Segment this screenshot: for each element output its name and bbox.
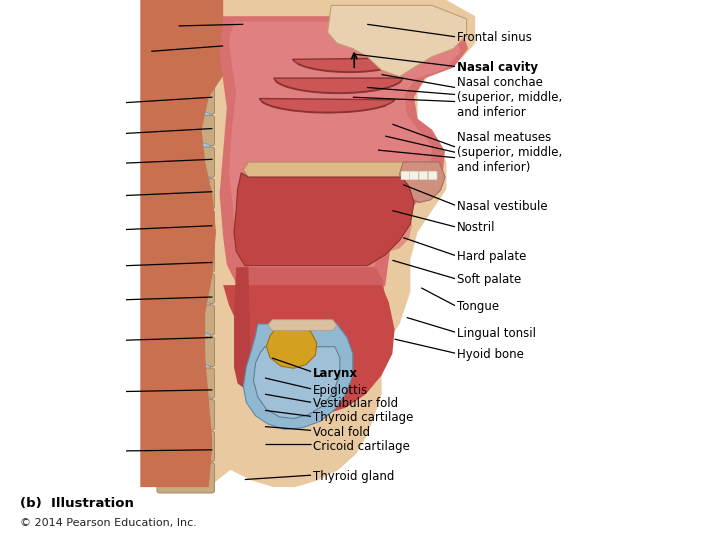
Text: Nasal meatuses
(superior, middle,
and inferior): Nasal meatuses (superior, middle, and in… [457, 131, 562, 174]
Polygon shape [243, 324, 353, 429]
Text: Epiglottis: Epiglottis [313, 384, 369, 397]
Text: Vestibular fold: Vestibular fold [313, 397, 398, 410]
Polygon shape [223, 285, 395, 415]
Ellipse shape [161, 394, 210, 404]
Text: Nasal cavity: Nasal cavity [457, 61, 539, 74]
Text: Hyoid bone: Hyoid bone [457, 348, 524, 361]
Polygon shape [220, 16, 468, 286]
Text: Nasal vestibule: Nasal vestibule [457, 200, 548, 213]
Text: Soft palate: Soft palate [457, 273, 521, 286]
Polygon shape [259, 98, 395, 112]
Ellipse shape [161, 362, 210, 372]
Polygon shape [266, 325, 317, 368]
Ellipse shape [161, 331, 210, 341]
Polygon shape [234, 267, 277, 389]
FancyBboxPatch shape [157, 368, 215, 399]
FancyBboxPatch shape [157, 147, 215, 177]
Text: Thyroid gland: Thyroid gland [313, 470, 395, 483]
FancyBboxPatch shape [157, 305, 215, 335]
FancyBboxPatch shape [410, 171, 418, 180]
FancyBboxPatch shape [157, 116, 215, 146]
Ellipse shape [161, 205, 210, 214]
Polygon shape [274, 78, 403, 93]
Polygon shape [400, 162, 445, 202]
Polygon shape [268, 320, 337, 330]
Text: Thyroid cartilage: Thyroid cartilage [313, 411, 413, 424]
Text: Vocal fold: Vocal fold [313, 426, 370, 438]
Ellipse shape [161, 426, 210, 435]
Text: Frontal sinus: Frontal sinus [457, 31, 532, 44]
Polygon shape [328, 5, 467, 77]
FancyBboxPatch shape [401, 171, 410, 180]
FancyBboxPatch shape [157, 336, 215, 367]
Ellipse shape [161, 173, 210, 183]
Text: Lingual tonsil: Lingual tonsil [457, 327, 536, 340]
FancyBboxPatch shape [157, 242, 215, 272]
Ellipse shape [161, 457, 210, 467]
Text: Nasal conchae
(superior, middle,
and inferior: Nasal conchae (superior, middle, and inf… [457, 76, 562, 119]
Polygon shape [367, 205, 412, 253]
Ellipse shape [161, 299, 210, 309]
Ellipse shape [161, 78, 210, 88]
Ellipse shape [161, 141, 210, 151]
Polygon shape [140, 0, 223, 487]
Text: (b)  Illustration: (b) Illustration [20, 497, 134, 510]
Text: Larynx: Larynx [313, 367, 359, 380]
FancyBboxPatch shape [157, 273, 215, 303]
FancyBboxPatch shape [157, 431, 215, 462]
FancyBboxPatch shape [157, 463, 215, 493]
Polygon shape [229, 22, 461, 267]
FancyBboxPatch shape [157, 52, 215, 83]
Text: Cricoid cartilage: Cricoid cartilage [313, 440, 410, 453]
FancyBboxPatch shape [157, 400, 215, 430]
Polygon shape [243, 162, 439, 177]
FancyBboxPatch shape [428, 171, 437, 180]
Ellipse shape [161, 237, 210, 246]
Text: Nostril: Nostril [457, 221, 495, 234]
Polygon shape [234, 173, 414, 266]
Polygon shape [140, 0, 475, 487]
Text: © 2014 Pearson Education, Inc.: © 2014 Pearson Education, Inc. [20, 518, 197, 528]
FancyBboxPatch shape [157, 179, 215, 209]
Text: Hard palate: Hard palate [457, 250, 526, 263]
Text: Tongue: Tongue [457, 300, 500, 313]
Polygon shape [292, 58, 407, 72]
FancyBboxPatch shape [157, 84, 215, 114]
Polygon shape [234, 267, 385, 389]
Ellipse shape [161, 110, 210, 120]
FancyBboxPatch shape [419, 171, 428, 180]
Polygon shape [253, 347, 340, 418]
Ellipse shape [161, 268, 210, 278]
FancyBboxPatch shape [157, 210, 215, 240]
